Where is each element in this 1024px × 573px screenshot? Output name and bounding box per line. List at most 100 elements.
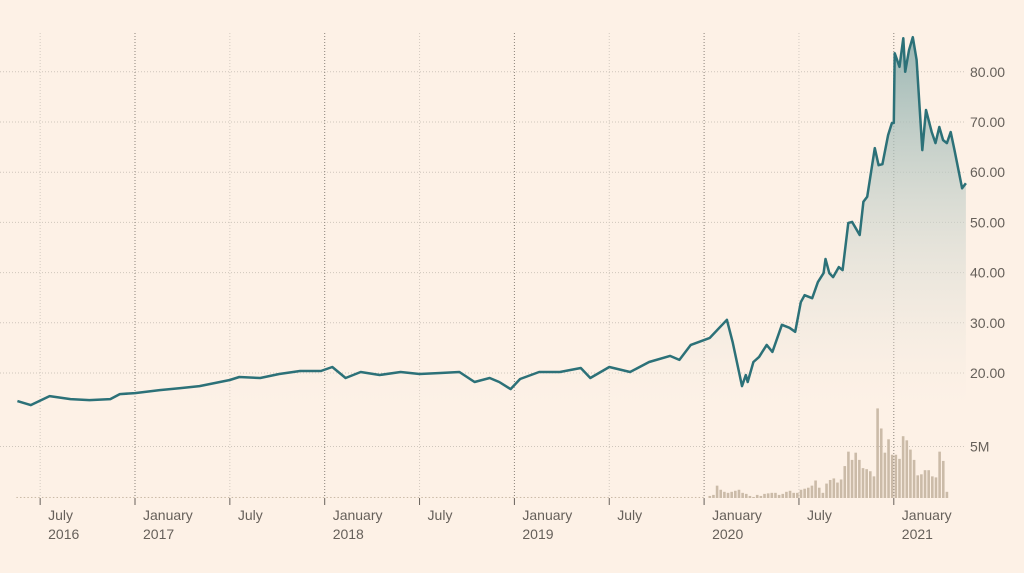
volume-bar bbox=[567, 496, 569, 498]
volume-bar bbox=[883, 452, 887, 498]
volume-bar bbox=[158, 496, 161, 498]
volume-bar bbox=[592, 496, 595, 498]
volume-bar bbox=[715, 485, 719, 498]
volume-bar bbox=[100, 496, 102, 498]
volume-bar bbox=[330, 496, 332, 498]
volume-bar bbox=[432, 496, 434, 498]
volume-bar bbox=[651, 496, 653, 498]
volume-bar bbox=[231, 496, 234, 498]
volume-bar bbox=[508, 496, 511, 498]
volume-bar bbox=[858, 459, 861, 498]
volume-bar bbox=[669, 496, 671, 498]
volume-bar bbox=[118, 496, 121, 498]
volume-bar bbox=[359, 496, 361, 498]
volume-bar bbox=[552, 496, 555, 498]
volume-bar bbox=[133, 496, 135, 498]
volume-bar bbox=[377, 496, 380, 498]
volume-bar bbox=[27, 496, 29, 498]
volume-bar bbox=[67, 496, 69, 498]
volume-bar bbox=[938, 451, 941, 498]
volume-bar bbox=[348, 496, 350, 498]
volume-bar bbox=[774, 492, 777, 498]
volume-bar bbox=[676, 496, 679, 498]
volume-bar bbox=[311, 496, 314, 498]
volume-bar bbox=[89, 496, 91, 498]
volume-bar bbox=[326, 496, 328, 498]
volume-bar bbox=[712, 494, 715, 498]
volume-bar bbox=[151, 496, 153, 498]
volume-bar bbox=[147, 496, 150, 498]
volume-bar bbox=[220, 496, 223, 498]
volume-bar bbox=[530, 496, 533, 498]
volume-bar bbox=[286, 496, 288, 498]
volume-bar bbox=[271, 496, 274, 498]
volume-bar bbox=[457, 496, 460, 498]
price-line bbox=[17, 35, 967, 407]
volume-bar bbox=[563, 496, 566, 498]
volume-bar bbox=[759, 495, 763, 498]
volume-bar bbox=[534, 496, 536, 498]
volume-bar bbox=[486, 496, 489, 498]
volume-bar bbox=[785, 491, 788, 498]
volume-bar bbox=[344, 496, 347, 498]
volume-bar bbox=[894, 454, 898, 498]
volume-bar bbox=[854, 452, 858, 498]
volume-tick-label: 5M bbox=[970, 439, 989, 455]
volume-bar bbox=[23, 496, 26, 498]
volume-bar bbox=[384, 496, 387, 498]
volume-bar bbox=[600, 496, 602, 498]
volume-bar bbox=[806, 487, 810, 498]
volume-bar bbox=[643, 496, 646, 498]
volume-bar bbox=[494, 496, 496, 498]
volume-bar bbox=[140, 496, 142, 498]
x-tick-month: July bbox=[238, 507, 263, 523]
x-tick-month: January bbox=[333, 507, 383, 523]
volume-bar bbox=[912, 459, 916, 498]
volume-bar bbox=[479, 496, 482, 498]
volume-bar bbox=[665, 496, 668, 498]
volume-bar bbox=[476, 496, 478, 498]
volume-bar bbox=[56, 496, 59, 498]
volume-bar bbox=[74, 496, 77, 498]
volume-bar bbox=[144, 496, 146, 498]
volume-bar bbox=[898, 458, 901, 498]
volume-bar bbox=[406, 496, 409, 498]
y-tick-label: 80.00 bbox=[970, 64, 1005, 80]
x-tick-month: July bbox=[428, 507, 453, 523]
volume-bar bbox=[45, 496, 48, 498]
volume-bar bbox=[876, 408, 879, 498]
volume-bar bbox=[125, 496, 128, 498]
volume-bar bbox=[585, 496, 587, 498]
volume-bar bbox=[680, 496, 682, 498]
volume-bar bbox=[103, 496, 106, 498]
volume-bar bbox=[319, 496, 321, 498]
volume-bar bbox=[155, 496, 157, 498]
volume-bar bbox=[618, 496, 620, 498]
volume-bar bbox=[373, 496, 376, 498]
volume-bar bbox=[279, 496, 281, 498]
volume-bar bbox=[63, 496, 66, 498]
volume-bar bbox=[931, 476, 934, 498]
volume-bar bbox=[596, 496, 598, 498]
volume-bar bbox=[687, 496, 690, 498]
volume-bar bbox=[832, 478, 836, 498]
volume-bar bbox=[941, 460, 945, 498]
volume-bar bbox=[662, 496, 664, 498]
volume-bar bbox=[916, 475, 920, 498]
volume-bar bbox=[872, 476, 876, 498]
volume-bar bbox=[198, 496, 201, 498]
volume-bar bbox=[439, 496, 442, 498]
volume-bar bbox=[264, 496, 266, 498]
volume-bar bbox=[71, 496, 73, 498]
volume-bar bbox=[737, 489, 741, 498]
volume-bar bbox=[20, 496, 22, 498]
volume-bar bbox=[505, 496, 507, 498]
volume-bar bbox=[184, 496, 186, 498]
volume-bar bbox=[920, 474, 923, 498]
volume-bar bbox=[308, 496, 310, 498]
y-tick-label: 40.00 bbox=[970, 265, 1005, 281]
volume-bar bbox=[821, 492, 825, 498]
volume-bar bbox=[647, 496, 650, 498]
volume-bars bbox=[16, 408, 949, 498]
volume-bar bbox=[611, 496, 613, 498]
